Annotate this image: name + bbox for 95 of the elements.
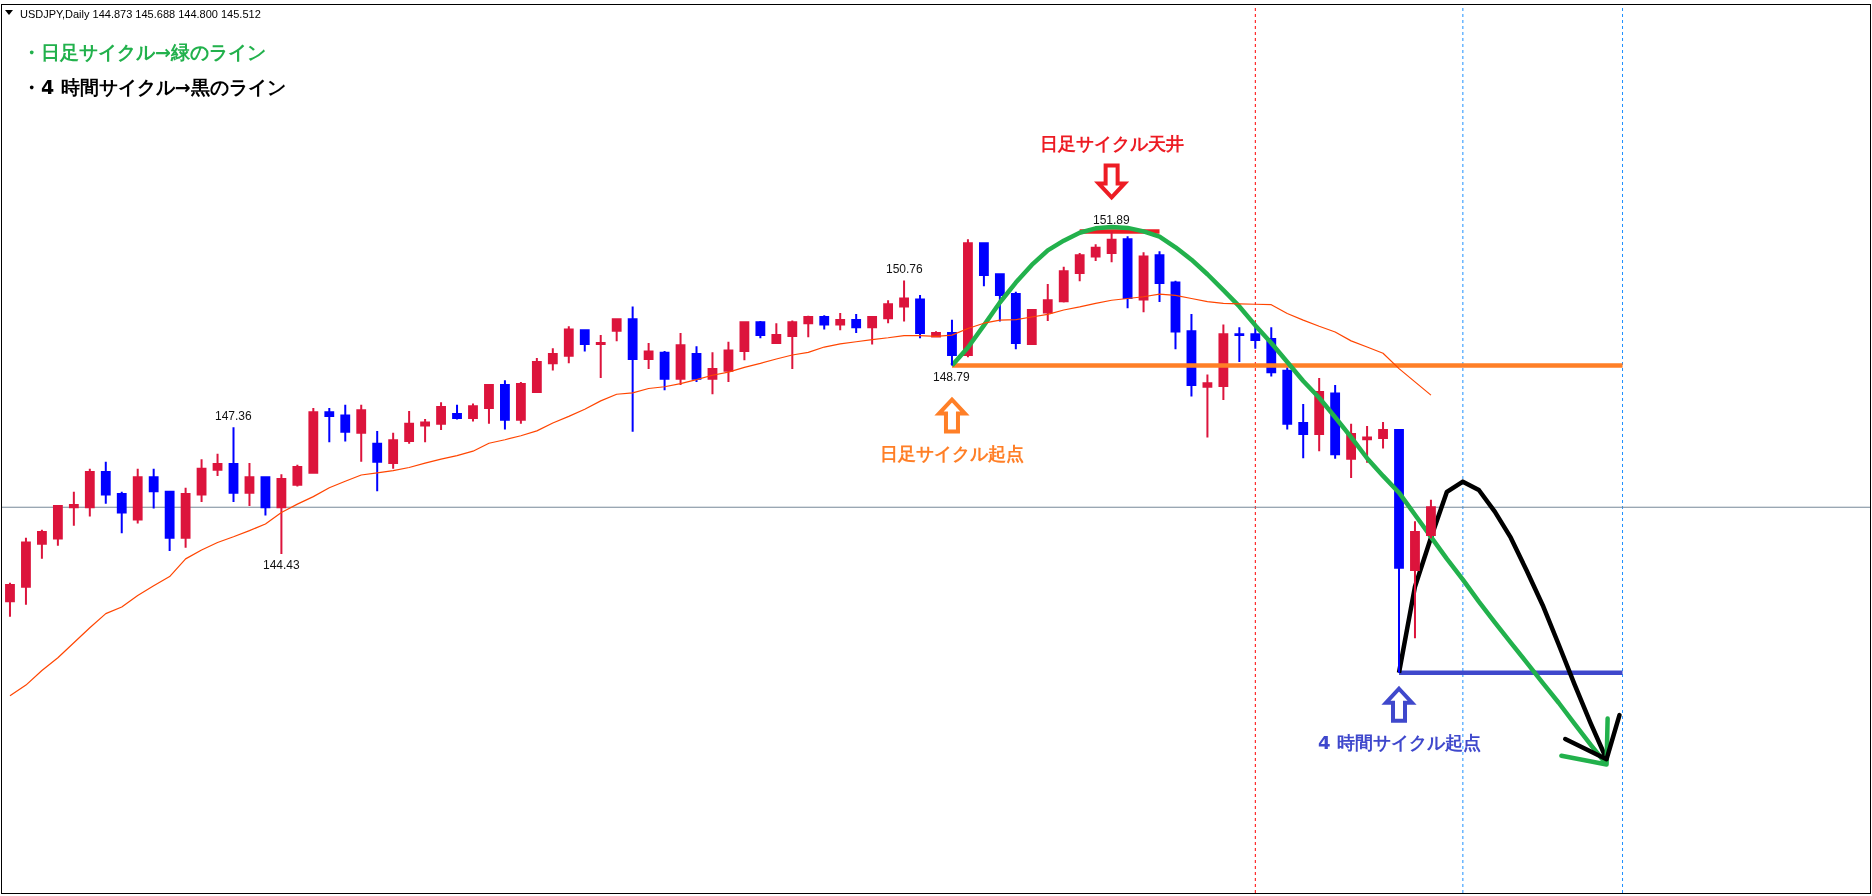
candlestick: [196, 458, 207, 503]
candlestick: [1058, 265, 1069, 304]
candlestick: [1042, 282, 1053, 322]
candlestick: [84, 467, 95, 518]
candlestick: [707, 351, 718, 396]
candlestick: [563, 325, 574, 365]
candlestick: [468, 402, 478, 423]
candlestick: [100, 460, 111, 505]
candlestick: [1298, 402, 1309, 460]
candlestick: [212, 452, 223, 477]
candlestick: [276, 473, 287, 556]
candlestick: [899, 279, 909, 323]
candlestick: [164, 490, 175, 552]
candlestick: [244, 462, 255, 507]
candlestick: [52, 504, 63, 547]
candlestick: [643, 342, 654, 371]
candlestick: [68, 490, 79, 527]
candlestick: [340, 403, 351, 443]
candlestick: [835, 312, 846, 332]
candlestick: [1010, 290, 1021, 351]
candlestick: [947, 318, 957, 367]
candlestick: [260, 475, 271, 517]
candlestick: [1202, 373, 1213, 439]
candlestick: [1090, 243, 1101, 262]
candlestick: [915, 293, 925, 340]
candlestick: [372, 429, 383, 493]
candlestick: [659, 350, 670, 392]
candlestick: [723, 340, 734, 383]
candlestick: [547, 347, 558, 372]
candlestick: [771, 322, 782, 345]
candlestick: [500, 379, 510, 431]
candlestick: [148, 467, 159, 510]
candlestick: [627, 305, 638, 433]
candlestick: [388, 431, 399, 470]
candlestick: [356, 403, 367, 463]
candlestick: [1234, 326, 1245, 364]
candlestick: [1074, 252, 1085, 283]
candlestick: [994, 272, 1005, 323]
candlestick: [803, 314, 814, 339]
candlestick: [420, 417, 431, 444]
candlestick: [978, 241, 989, 288]
candlestick: [851, 312, 862, 334]
text: 4 時間サイクル起点: [1318, 732, 1481, 753]
candlestick: [452, 403, 462, 421]
candlestick: [228, 426, 239, 503]
candlestick: [1138, 251, 1149, 314]
annotation: 150.76: [886, 262, 924, 276]
candlestick: [515, 380, 526, 425]
candlestick: [691, 345, 702, 383]
candlestick: [883, 299, 894, 325]
candlestick: [1362, 425, 1372, 464]
candlestick: [37, 528, 47, 560]
candlestick: [611, 317, 622, 343]
candlestick: [787, 319, 798, 371]
text: ・4 時間サイクル→黒のライン: [22, 76, 286, 98]
candlestick: [21, 536, 31, 606]
candlestick: [867, 315, 878, 346]
annotation: 151.89: [1093, 213, 1131, 227]
candlestick: [739, 320, 750, 362]
candlestick: [1378, 421, 1388, 450]
text: 日足サイクル天井: [1040, 133, 1184, 154]
annotation: 144.43: [263, 558, 301, 572]
candlestick: [963, 238, 973, 359]
candlestick: [1122, 235, 1133, 310]
candlestick: [1170, 279, 1181, 351]
candlestick: [308, 406, 319, 475]
candlestick: [484, 383, 494, 425]
candlestick: [1394, 429, 1404, 674]
candlestick: [1426, 498, 1436, 540]
candlestick: [132, 467, 143, 525]
candlestick: [675, 331, 686, 386]
candlestick: [324, 406, 335, 444]
candlestick: [292, 463, 303, 488]
candlestick: [755, 320, 766, 340]
candlestick: [1410, 520, 1420, 640]
candlestick: [5, 581, 15, 618]
candlestick: [1026, 308, 1037, 345]
annotation: 147.36: [215, 409, 253, 423]
text: USDJPY,Daily 144.873 145.688 144.800 145.512: [20, 8, 261, 20]
candlestick: [1218, 323, 1229, 401]
candlestick: [531, 357, 542, 394]
candlestick: [595, 334, 606, 379]
candlestick: [819, 314, 830, 331]
annotation: 日足サイクル起点: [880, 443, 1024, 464]
candlestick: [116, 490, 127, 535]
candlestick: [180, 486, 191, 549]
candlestick: [579, 328, 590, 353]
candlestick: [404, 410, 415, 445]
candlestick: [1250, 325, 1261, 350]
candlestick: [1154, 250, 1165, 304]
text: ・日足サイクル→緑のライン: [22, 41, 266, 63]
candlestick: [1106, 230, 1117, 264]
annotation: 148.79: [933, 370, 971, 384]
candlestick: [1282, 366, 1293, 431]
candlestick: [436, 401, 446, 432]
